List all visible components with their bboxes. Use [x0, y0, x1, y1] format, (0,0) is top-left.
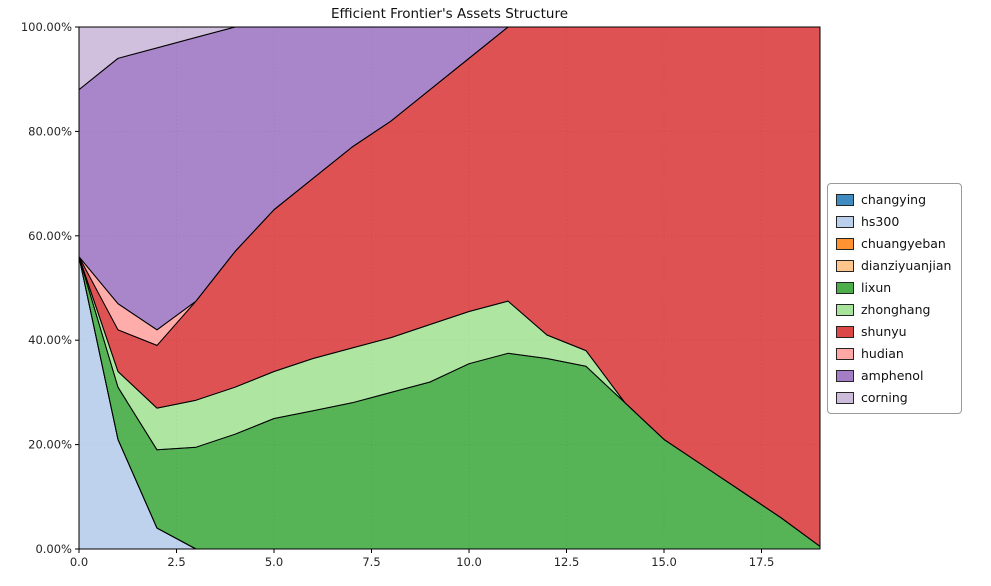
plot-border [78, 26, 821, 550]
legend: changying hs300 chuangyeban dianziyuanjian l… [827, 183, 963, 414]
corning-swatch [836, 391, 854, 404]
x-tick-label: 17.5 [749, 555, 775, 569]
shunyu-swatch [836, 325, 854, 338]
x-tick-label: 12.5 [554, 555, 580, 569]
legend-item-shunyu: shunyu [836, 322, 951, 341]
legend-label: hudian [861, 346, 904, 361]
legend-item-changying: changying [836, 190, 951, 209]
dianziyuanjian-swatch [836, 259, 854, 272]
x-tick-label: 7.5 [362, 555, 380, 569]
y-tick-label: 60.00% [28, 229, 72, 243]
y-tick-label: 100.00% [21, 20, 72, 34]
changying-swatch [836, 193, 854, 206]
chart-title: Efficient Frontier's Assets Structure [330, 6, 568, 22]
legend-label: dianziyuanjian [861, 258, 952, 273]
chuangyeban-swatch [836, 237, 854, 250]
x-tick-label: 10.0 [456, 555, 482, 569]
x-tick-label: 5.0 [265, 555, 283, 569]
legend-item-dianziyuanjian: dianziyuanjian [836, 256, 951, 275]
legend-item-amphenol: amphenol [836, 366, 951, 385]
legend-label: chuangyeban [861, 236, 946, 251]
legend-label: changying [861, 192, 927, 207]
lixun-swatch [836, 281, 854, 294]
y-tick-label: 0.00% [35, 542, 72, 556]
legend-item-chuangyeban: chuangyeban [836, 234, 951, 253]
legend-item-hudian: hudian [836, 344, 951, 363]
legend-label: corning [861, 390, 908, 405]
x-tick-label: 2.5 [167, 555, 185, 569]
hs300-swatch [836, 215, 854, 228]
zhonghang-swatch [836, 303, 854, 316]
amphenol-swatch [836, 369, 854, 382]
hudian-swatch [836, 347, 854, 360]
x-tick-label: 0.0 [70, 555, 88, 569]
legend-item-hs300: hs300 [836, 212, 951, 231]
legend-label: zhonghang [861, 302, 931, 317]
legend-label: amphenol [861, 368, 924, 383]
legend-item-zhonghang: zhonghang [836, 300, 951, 319]
legend-item-lixun: lixun [836, 278, 951, 297]
legend-label: lixun [861, 280, 892, 295]
legend-item-corning: corning [836, 388, 951, 407]
x-tick-label: 15.0 [651, 555, 677, 569]
legend-label: shunyu [861, 324, 907, 339]
y-tick-label: 80.00% [28, 124, 72, 138]
legend-label: hs300 [861, 214, 900, 229]
y-tick-label: 20.00% [28, 438, 72, 452]
y-tick-label: 40.00% [28, 333, 72, 347]
